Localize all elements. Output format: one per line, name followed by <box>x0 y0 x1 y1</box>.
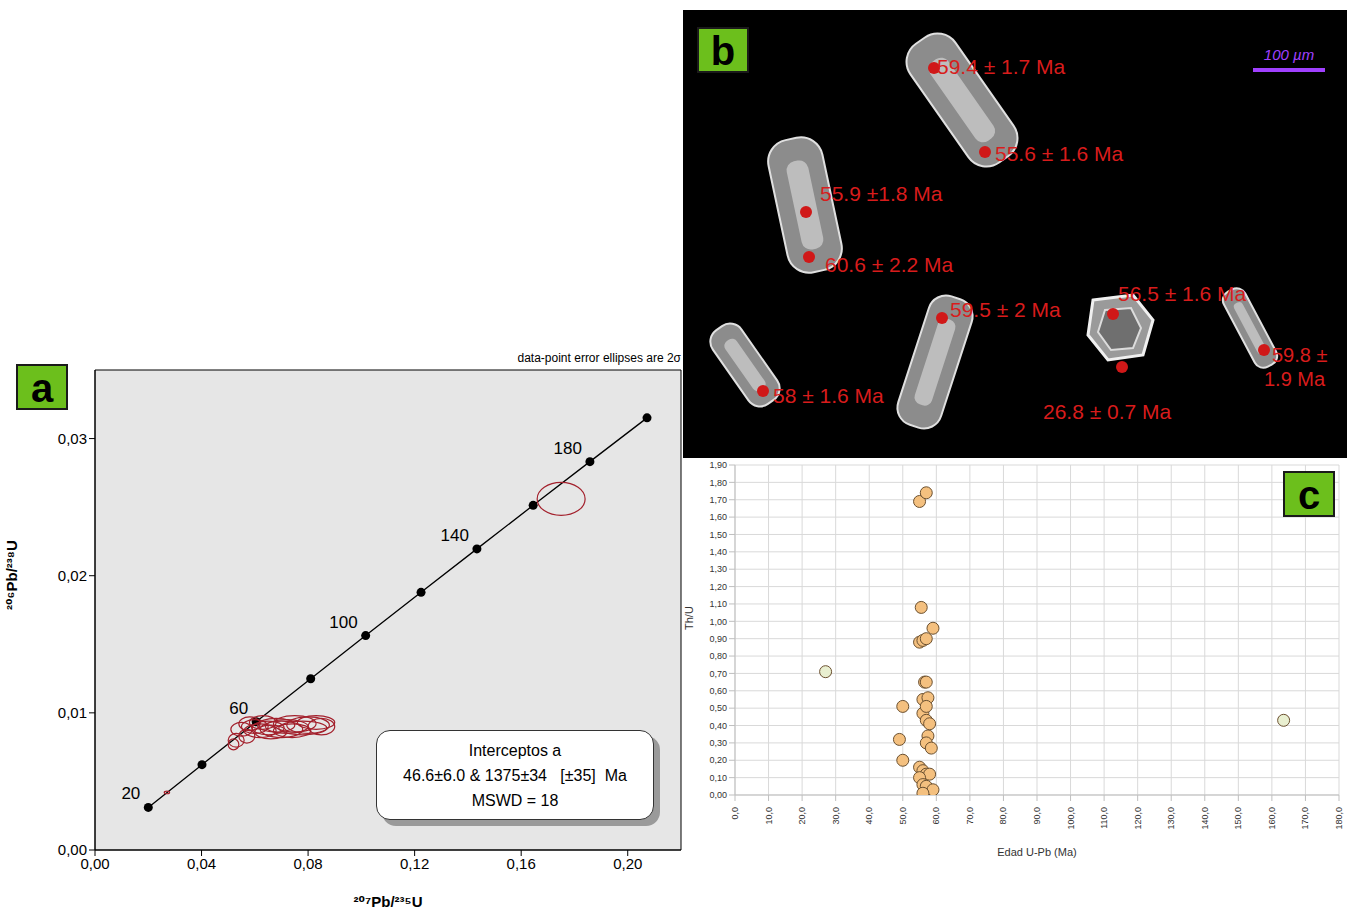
svg-text:60,0: 60,0 <box>931 807 941 825</box>
svg-text:0,50: 0,50 <box>709 703 727 713</box>
svg-text:140,0: 140,0 <box>1200 807 1210 830</box>
svg-text:1,80: 1,80 <box>709 478 727 488</box>
svg-text:160,0: 160,0 <box>1267 807 1277 830</box>
svg-text:1,10: 1,10 <box>709 599 727 609</box>
svg-text:Th/U: Th/U <box>683 606 695 630</box>
svg-text:1,30: 1,30 <box>709 564 727 574</box>
svg-text:0,16: 0,16 <box>507 855 536 872</box>
svg-text:60.6 ± 2.2 Ma: 60.6 ± 2.2 Ma <box>825 253 954 276</box>
svg-text:0,10: 0,10 <box>709 773 727 783</box>
svg-text:100: 100 <box>329 613 357 632</box>
svg-text:0,30: 0,30 <box>709 738 727 748</box>
svg-text:180: 180 <box>554 439 582 458</box>
svg-text:1,00: 1,00 <box>709 617 727 627</box>
svg-text:0,04: 0,04 <box>187 855 216 872</box>
svg-text:59.8 ±1.9 Ma: 59.8 ±1.9 Ma <box>1264 344 1327 390</box>
svg-text:100 µm: 100 µm <box>1264 46 1314 63</box>
svg-text:170,0: 170,0 <box>1300 807 1310 830</box>
html-text:b: b <box>710 29 736 73</box>
html-text:46.6±6.0 & 1375±34 [±35] Ma: 46.6±6.0 & 1375±34 [±35] Ma <box>403 766 627 784</box>
svg-text:0,20: 0,20 <box>709 755 727 765</box>
svg-text:1,50: 1,50 <box>709 530 727 540</box>
svg-text:0,20: 0,20 <box>613 855 642 872</box>
svg-text:59.5 ± 2 Ma: 59.5 ± 2 Ma <box>950 298 1061 321</box>
svg-text:90,0: 90,0 <box>1032 807 1042 825</box>
svg-text:0,03: 0,03 <box>58 430 87 447</box>
svg-text:20,0: 20,0 <box>797 807 807 825</box>
svg-text:80,0: 80,0 <box>998 807 1008 825</box>
svg-text:0,40: 0,40 <box>709 721 727 731</box>
svg-text:0,70: 0,70 <box>709 669 727 679</box>
svg-text:0,01: 0,01 <box>58 704 87 721</box>
svg-text:130,0: 130,0 <box>1166 807 1176 830</box>
svg-text:1,40: 1,40 <box>709 547 727 557</box>
svg-text:0,90: 0,90 <box>709 634 727 644</box>
svg-text:60: 60 <box>229 699 248 718</box>
svg-text:20: 20 <box>121 784 140 803</box>
svg-text:120,0: 120,0 <box>1133 807 1143 830</box>
svg-text:50,0: 50,0 <box>898 807 908 825</box>
svg-text:58 ± 1.6 Ma: 58 ± 1.6 Ma <box>773 384 884 407</box>
svg-text:55.9 ±1.8 Ma: 55.9 ±1.8 Ma <box>820 182 943 205</box>
svg-text:110,0: 110,0 <box>1099 807 1109 829</box>
svg-text:0,12: 0,12 <box>400 855 429 872</box>
svg-text:1,90: 1,90 <box>709 460 727 470</box>
html-text:data-point error ellipses are: data-point error ellipses are 2σ <box>517 351 681 365</box>
html-text:MSWD = 18: MSWD = 18 <box>471 791 559 809</box>
html-text:a: a <box>30 366 54 410</box>
svg-text:1,60: 1,60 <box>709 512 727 522</box>
svg-text:30,0: 30,0 <box>831 807 841 825</box>
svg-text:40,0: 40,0 <box>864 807 874 825</box>
svg-text:56.5 ± 1.6 Ma: 56.5 ± 1.6 Ma <box>1118 282 1247 305</box>
svg-text:1,70: 1,70 <box>709 495 727 505</box>
html-text:Interceptos a: Interceptos a <box>468 741 562 759</box>
svg-text:10,0: 10,0 <box>764 807 774 825</box>
svg-text:0,02: 0,02 <box>58 567 87 584</box>
svg-text:0,80: 0,80 <box>709 651 727 661</box>
svg-text:0,00: 0,00 <box>58 841 87 858</box>
html-text:c: c <box>1297 473 1321 517</box>
svg-text:0,60: 0,60 <box>709 686 727 696</box>
svg-text:150,0: 150,0 <box>1233 807 1243 830</box>
svg-text:0,08: 0,08 <box>293 855 322 872</box>
svg-text:70,0: 70,0 <box>965 807 975 825</box>
svg-text:26.8 ± 0.7 Ma: 26.8 ± 0.7 Ma <box>1043 400 1172 423</box>
svg-text:1,20: 1,20 <box>709 582 727 592</box>
svg-text:0,00: 0,00 <box>80 854 110 872</box>
svg-text:140: 140 <box>441 526 469 545</box>
svg-text:Edad U-Pb (Ma): Edad U-Pb (Ma) <box>997 846 1076 858</box>
svg-text:0,0: 0,0 <box>730 807 740 820</box>
svg-text:55.6 ± 1.6 Ma: 55.6 ± 1.6 Ma <box>995 142 1124 165</box>
svg-text:²⁰⁷Pb/²³⁵U: ²⁰⁷Pb/²³⁵U <box>354 893 423 909</box>
svg-text:100,0: 100,0 <box>1066 807 1076 830</box>
svg-text:²⁰⁶Pb/²³⁸U: ²⁰⁶Pb/²³⁸U <box>3 540 20 610</box>
svg-text:59.4 ± 1.7 Ma: 59.4 ± 1.7 Ma <box>937 55 1066 78</box>
svg-text:180,0: 180,0 <box>1334 807 1344 830</box>
svg-text:0,00: 0,00 <box>709 790 727 800</box>
